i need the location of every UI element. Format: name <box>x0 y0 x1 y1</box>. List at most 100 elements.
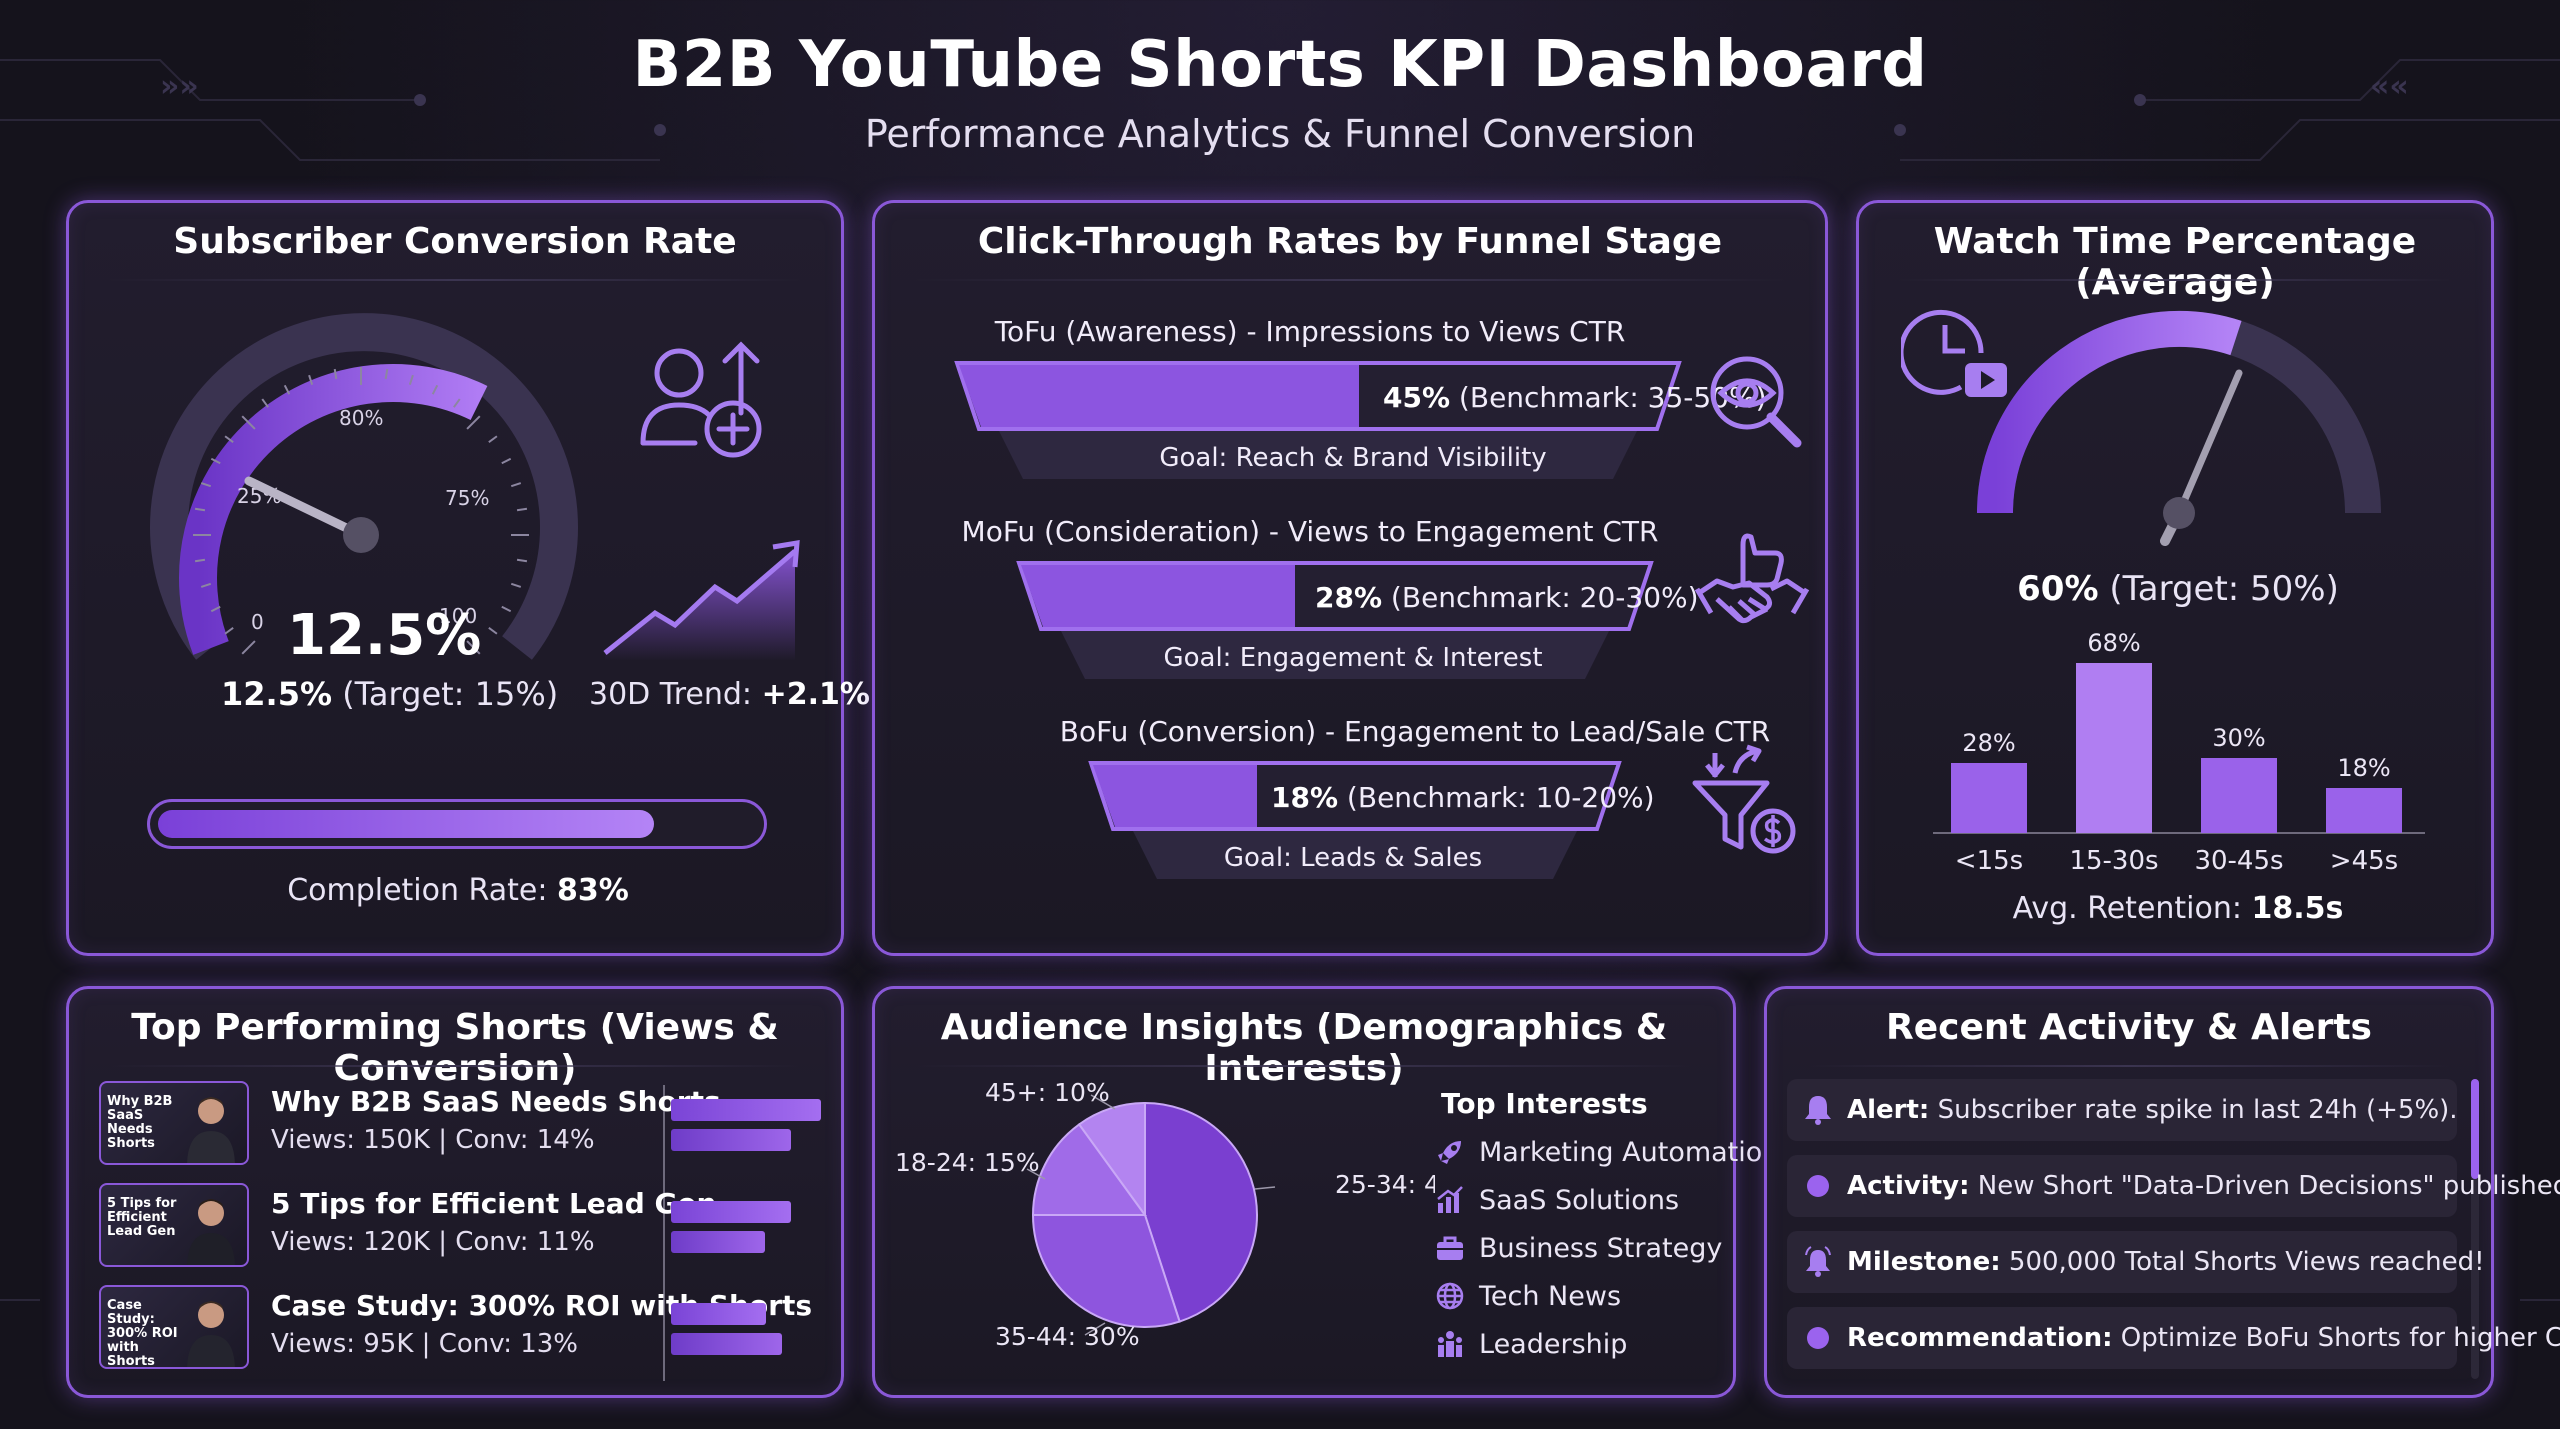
alert-item[interactable]: Milestone: 500,000 Total Shorts Views re… <box>1787 1231 2485 1293</box>
short-thumbnail[interactable]: Why B2B SaaS Needs Shorts <box>99 1081 249 1165</box>
gauge-tick <box>488 435 498 443</box>
completion-value: 83% <box>556 873 629 908</box>
gauge-tick <box>501 457 512 465</box>
alert-kind: Milestone: <box>1847 1247 2001 1277</box>
pie-leader-line <box>1026 1168 1046 1180</box>
interest-item: Marketing Automation <box>1435 1137 1779 1168</box>
audience-title: Audience Insights (Demographics & Intere… <box>940 1007 1668 1089</box>
subscriber-panel-title: Subscriber Conversion Rate <box>173 221 737 262</box>
alerts-scrollbar-thumb[interactable] <box>2471 1079 2479 1179</box>
alert-text: Recommendation: Optimize BoFu Shorts for… <box>1847 1323 2560 1353</box>
gauge-tick <box>453 398 461 408</box>
presenter-avatar <box>187 1301 235 1367</box>
short-bars <box>665 989 835 1401</box>
watch-gauge-hub <box>2163 497 2195 529</box>
gauge-tick <box>466 640 481 655</box>
briefcase-icon <box>1437 1236 1463 1260</box>
short-item[interactable]: Case Study: 300% ROI with Shorts Case St… <box>99 1285 879 1371</box>
gauge-tick <box>261 398 269 408</box>
bofu-goal: Goal: Leads & Sales <box>1223 843 1483 873</box>
divider <box>1899 279 2451 281</box>
alert-text: Alert: Subscriber rate spike in last 24h… <box>1847 1095 2458 1125</box>
divider <box>1807 1065 2451 1067</box>
retention-label: Avg. Retention: <box>2012 891 2252 926</box>
tofu-goal: Goal: Reach & Brand Visibility <box>1159 443 1547 473</box>
gauge-tick <box>510 582 522 588</box>
avg-retention: Avg. Retention: 18.5s <box>1859 891 2497 926</box>
alert-item[interactable]: Recommendation: Optimize BoFu Shorts for… <box>1787 1307 2560 1369</box>
completion-label: Completion Rate: <box>287 873 557 908</box>
gauge-tick <box>384 368 389 380</box>
interest-label: Tech News <box>1479 1281 1622 1312</box>
svg-text:»»: »» <box>160 69 199 104</box>
tofu-funnel-bar <box>954 361 1682 479</box>
pie-slice <box>1031 1122 1147 1216</box>
bar-data-label: 30% <box>2212 724 2265 752</box>
alerts-panel: Recent Activity & Alerts Alert: Subscrib… <box>1764 986 2560 1398</box>
gauge-tick <box>516 558 528 563</box>
watch-gauge-needle <box>2175 369 2243 517</box>
alert-text: Milestone: 500,000 Total Shorts Views re… <box>1847 1247 2485 1277</box>
thumbnail-text: Why B2B SaaS Needs Shorts <box>107 1094 173 1151</box>
alert-text: Activity: New Short "Data-Driven Decisio… <box>1847 1171 2560 1201</box>
interest-item: Tech News <box>1435 1281 1621 1312</box>
watch-value: 60% (Target: 50%) <box>1859 569 2497 609</box>
watch-target: (Target: 50%) <box>2098 569 2339 609</box>
bofu-value: 18% (Benchmark: 10-20%) <box>1271 781 1655 814</box>
top-shorts-title: Top Performing Shorts (Views & Conversio… <box>131 1007 779 1089</box>
globe-icon <box>1436 1282 1464 1310</box>
gauge-tick <box>308 374 314 386</box>
gauge-tick <box>333 368 338 380</box>
alert-message: 500,000 Total Shorts Views reached! <box>2000 1247 2485 1277</box>
retention-bar <box>2076 663 2152 833</box>
top-shorts-panel: Top Performing Shorts (Views & Conversio… <box>66 986 844 1398</box>
short-thumbnail[interactable]: Case Study: 300% ROI with Shorts <box>99 1285 249 1369</box>
gauge-tick <box>200 482 212 488</box>
bar-category-label: <15s <box>1955 846 2023 876</box>
completion-rate: Completion Rate: 83% <box>69 873 847 908</box>
mofu-percent: 28% <box>1315 581 1383 614</box>
subscriber-big-value: 12.5% <box>287 603 482 668</box>
short-title[interactable]: Why B2B SaaS Needs Shorts <box>271 1085 721 1118</box>
short-item[interactable]: Why B2B SaaS Needs Shorts Why B2B SaaS N… <box>99 1081 879 1167</box>
alert-item[interactable]: Activity: New Short "Data-Driven Decisio… <box>1787 1155 2560 1217</box>
short-item[interactable]: 5 Tips for Efficient Lead Gen 5 Tips for… <box>99 1183 879 1269</box>
eye-search-icon <box>1710 356 1802 448</box>
gauge-tick <box>283 384 291 395</box>
dot-icon <box>1807 1327 1829 1349</box>
clock-video-icon <box>1901 309 2007 397</box>
pie-leader-line <box>1090 1094 1116 1110</box>
watch-gauge-track <box>1977 311 2381 514</box>
alert-message: Subscriber rate spike in last 24h (+5%). <box>1929 1095 2458 1125</box>
retention-bar <box>2326 788 2402 833</box>
presenter-avatar <box>187 1097 235 1163</box>
subscriber-target-text: (Target: 15%) <box>332 675 559 713</box>
short-title[interactable]: 5 Tips for Efficient Lead Gen <box>271 1187 717 1220</box>
short-stats: Views: 120K | Conv: 11% <box>271 1227 595 1257</box>
alert-item[interactable]: Alert: Subscriber rate spike in last 24h… <box>1787 1079 2458 1141</box>
mofu-value: 28% (Benchmark: 20-30%) <box>1315 581 1699 614</box>
dot-icon <box>1807 1175 1829 1197</box>
subscriber-value: 12.5% <box>221 675 333 713</box>
completion-progress-track <box>147 799 767 849</box>
alert-kind: Alert: <box>1847 1095 1930 1125</box>
divider <box>109 279 801 281</box>
interests-title: Top Interests <box>1441 1087 1648 1120</box>
short-thumbnail[interactable]: 5 Tips for Efficient Lead Gen <box>99 1183 249 1267</box>
retention-bar-chart: 28% <15s 68% 15-30s 30% 30-45s 18% >45s <box>1933 629 2425 876</box>
presenter-avatar <box>187 1199 235 1265</box>
page-header: B2B YouTube Shorts KPI Dashboard Perform… <box>0 28 2560 156</box>
retention-value: 18.5s <box>2251 891 2344 926</box>
gauge-tick <box>466 415 481 430</box>
views-bar <box>671 1099 821 1121</box>
completion-progress-fill <box>158 810 654 838</box>
gauge-tick-label: 75% <box>445 486 489 510</box>
audience-pie-chart: 25-34: 45% 35-44: 30% 18-24: 15% 45+: 10% <box>895 1078 1435 1351</box>
gauge-tick <box>200 582 212 588</box>
gauge-tick-label: 80% <box>339 406 383 430</box>
thumbnail-text: Case Study: 300% ROI with Shorts <box>107 1298 178 1369</box>
pie-slice-label: 25-34: 45% <box>1335 1170 1435 1199</box>
bell-ring-icon <box>1805 1246 1831 1277</box>
alert-kind: Recommendation: <box>1847 1323 2113 1353</box>
alerts-scrollbar[interactable] <box>2471 1079 2479 1379</box>
